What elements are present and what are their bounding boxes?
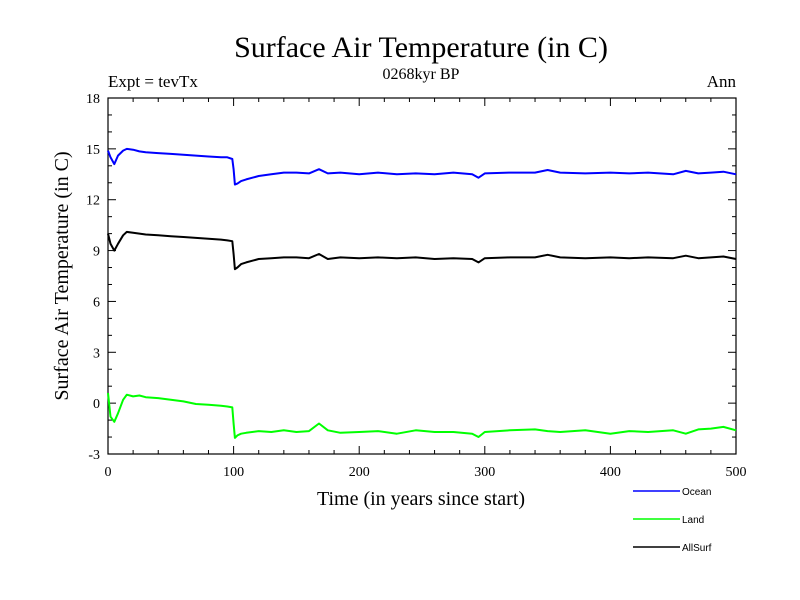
chart-title: Surface Air Temperature (in C) (234, 31, 608, 64)
y-axis-label: Surface Air Temperature (in C) (51, 151, 73, 400)
legend-label-allsurf: AllSurf (682, 543, 712, 554)
x-tick-label: 300 (474, 465, 495, 480)
series-line-ocean (107, 147, 737, 186)
y-tick-label: 9 (93, 245, 100, 260)
x-axis: 0 100 200 300 400 500 (105, 98, 747, 480)
legend-label-land: Land (682, 515, 704, 526)
y-axis: -3 0 3 6 9 12 15 18 (86, 92, 736, 463)
y-tick-label: 6 (93, 295, 100, 310)
series-line-allsurf (107, 230, 737, 271)
season-label: Ann (707, 72, 737, 91)
plot-frame (107, 97, 737, 455)
x-tick-label: 100 (223, 465, 244, 480)
y-tick-label: 18 (86, 92, 100, 107)
y-tick-label: 12 (86, 194, 100, 209)
y-tick-label: 3 (93, 346, 100, 361)
series-lines (107, 147, 737, 439)
chart-subtitle: 0268kyr BP (383, 66, 460, 83)
legend: Ocean Land AllSurf (633, 487, 712, 554)
x-tick-label: 0 (105, 465, 112, 480)
y-tick-label: -3 (88, 448, 100, 463)
legend-label-ocean: Ocean (682, 487, 711, 498)
experiment-label: Expt = tevTx (108, 72, 198, 91)
y-tick-label: 0 (93, 397, 100, 412)
x-tick-label: 200 (349, 465, 370, 480)
y-tick-label: 15 (86, 143, 100, 158)
x-tick-label: 500 (726, 465, 747, 480)
x-tick-label: 400 (600, 465, 621, 480)
series-line-land (107, 392, 737, 439)
x-axis-label: Time (in years since start) (317, 488, 525, 510)
